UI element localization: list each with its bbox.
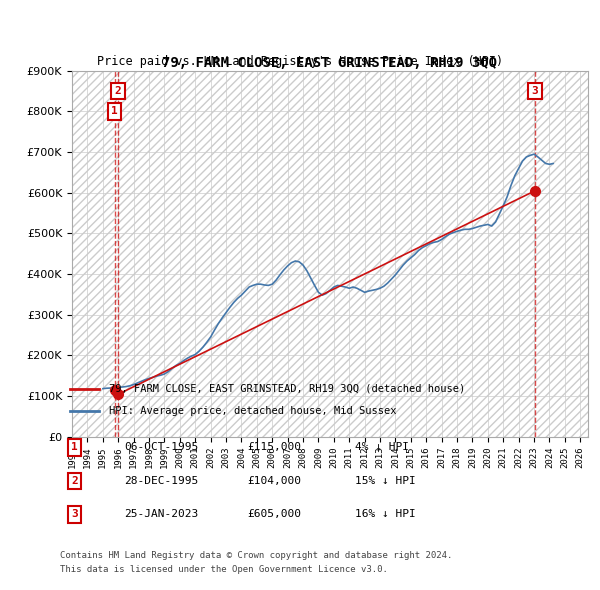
Text: 1: 1 [111, 106, 118, 116]
Text: 15% ↓ HPI: 15% ↓ HPI [355, 476, 416, 486]
Text: 16% ↓ HPI: 16% ↓ HPI [355, 510, 416, 519]
Text: This data is licensed under the Open Government Licence v3.0.: This data is licensed under the Open Gov… [60, 565, 388, 574]
Text: 2: 2 [71, 476, 78, 486]
Text: £115,000: £115,000 [247, 442, 301, 452]
Bar [72, 71, 588, 437]
Text: 06-OCT-1995: 06-OCT-1995 [124, 442, 198, 452]
Text: 3: 3 [71, 510, 78, 519]
Text: Contains HM Land Registry data © Crown copyright and database right 2024.: Contains HM Land Registry data © Crown c… [60, 550, 452, 559]
Text: 1: 1 [71, 442, 78, 452]
Text: 4% ↓ HPI: 4% ↓ HPI [355, 442, 409, 452]
Text: 28-DEC-1995: 28-DEC-1995 [124, 476, 198, 486]
Text: 25-JAN-2023: 25-JAN-2023 [124, 510, 198, 519]
Text: Price paid vs. HM Land Registry's House Price Index (HPI): Price paid vs. HM Land Registry's House … [97, 55, 503, 68]
Text: 3: 3 [532, 86, 539, 96]
Text: £605,000: £605,000 [247, 510, 301, 519]
Title: 79, FARM CLOSE, EAST GRINSTEAD, RH19 3QQ: 79, FARM CLOSE, EAST GRINSTEAD, RH19 3QQ [163, 55, 497, 70]
Text: 2: 2 [115, 86, 121, 96]
Text: 79, FARM CLOSE, EAST GRINSTEAD, RH19 3QQ (detached house): 79, FARM CLOSE, EAST GRINSTEAD, RH19 3QQ… [109, 384, 466, 394]
Text: £104,000: £104,000 [247, 476, 301, 486]
Text: HPI: Average price, detached house, Mid Sussex: HPI: Average price, detached house, Mid … [109, 406, 397, 416]
